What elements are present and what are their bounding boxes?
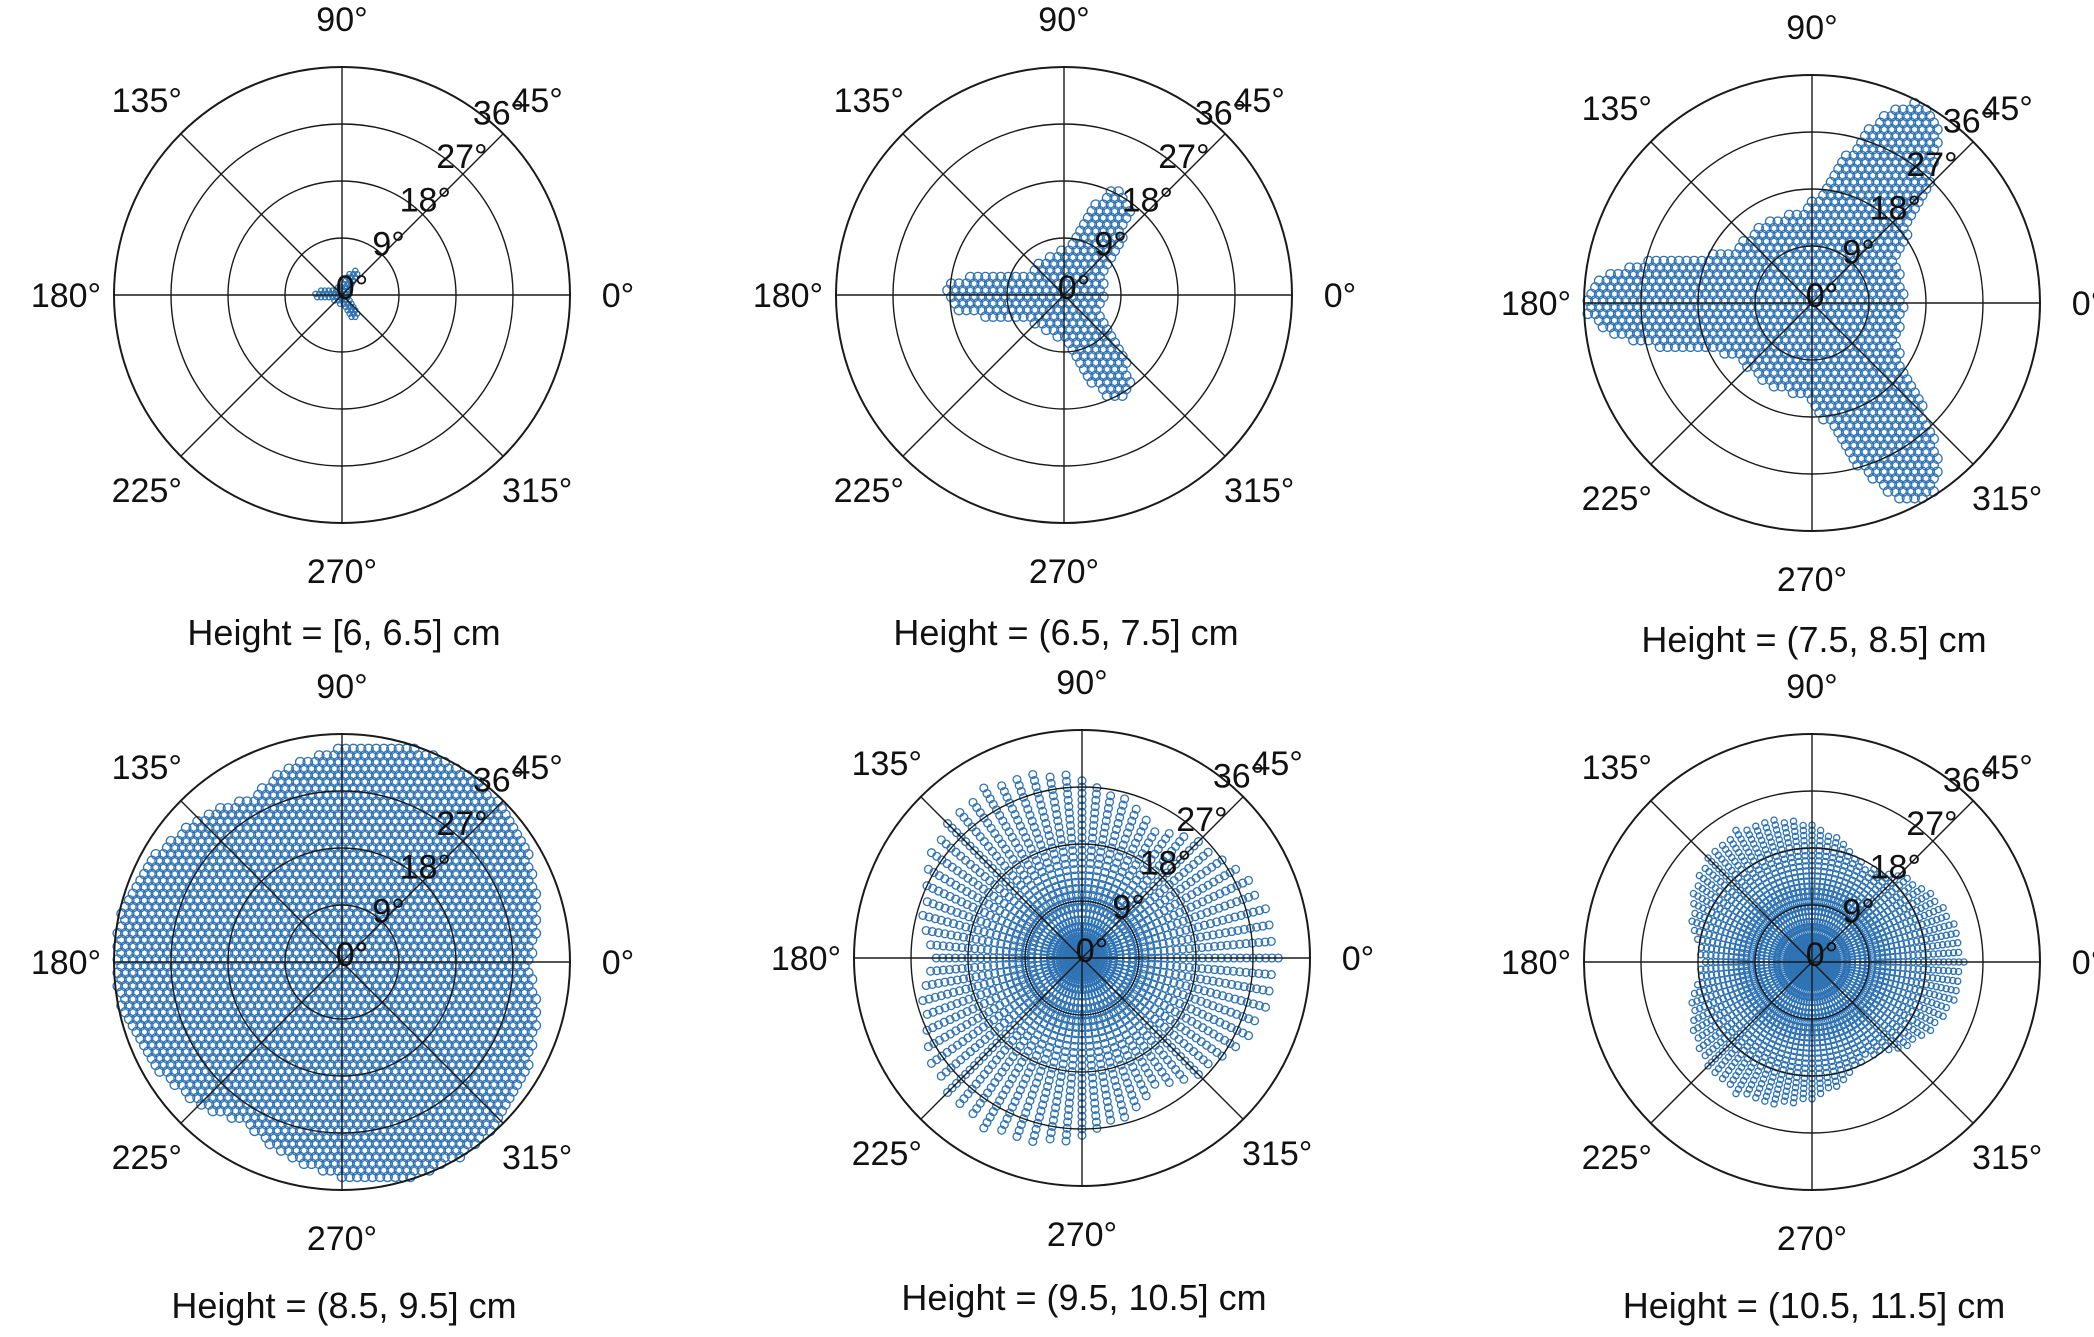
theta-tick-label: 90°: [1038, 1, 1089, 39]
r-tick-label: 0°: [1806, 277, 1839, 315]
theta-tick-label: 180°: [753, 277, 823, 315]
polar-panel-5: 0°45°90°135°180°225°270°315°0°9°18°27°36…: [771, 664, 1374, 1318]
theta-tick-label: 180°: [1501, 285, 1571, 323]
polar-panel-2: 0°45°90°135°180°225°270°315°0°9°18°27°36…: [753, 1, 1356, 653]
r-tick-label: 9°: [372, 892, 405, 930]
theta-tick-label: 135°: [1582, 90, 1652, 128]
theta-tick-label: 90°: [1786, 9, 1837, 47]
theta-tick-label: 135°: [834, 82, 904, 120]
r-tick-label: 0°: [336, 936, 369, 974]
r-tick-label: 9°: [1094, 225, 1127, 263]
theta-tick-label: 180°: [31, 944, 101, 982]
theta-tick-label: 0°: [602, 944, 635, 982]
theta-tick-label: 225°: [1582, 480, 1652, 518]
theta-tick-label: 270°: [1029, 553, 1099, 591]
r-tick-label: 27°: [436, 138, 487, 176]
theta-tick-label: 315°: [502, 472, 572, 510]
theta-tick-label: 270°: [307, 1220, 377, 1258]
polar-panel-4: 0°45°90°135°180°225°270°315°0°9°18°27°36…: [31, 668, 634, 1326]
panel-title: Height = [6, 6.5] cm: [187, 612, 500, 653]
r-tick-label: 18°: [400, 182, 451, 220]
theta-tick-label: 270°: [1777, 561, 1847, 599]
r-tick-label: 9°: [372, 225, 405, 263]
r-tick-label: 36°: [473, 761, 524, 799]
r-tick-label: 0°: [336, 269, 369, 307]
r-tick-label: 18°: [1122, 182, 1173, 220]
r-tick-label: 36°: [1195, 94, 1246, 132]
theta-tick-label: 270°: [307, 553, 377, 591]
theta-tick-label: 0°: [1324, 277, 1357, 315]
theta-tick-label: 0°: [602, 277, 635, 315]
r-tick-label: 18°: [1870, 190, 1921, 228]
r-tick-label: 27°: [1906, 146, 1957, 184]
theta-tick-label: 315°: [1224, 472, 1294, 510]
theta-tick-label: 315°: [1972, 480, 2042, 518]
panel-title: Height = (8.5, 9.5] cm: [171, 1285, 516, 1326]
r-tick-label: 36°: [473, 94, 524, 132]
polar-panel-1: 0°45°90°135°180°225°270°315°0°9°18°27°36…: [31, 1, 634, 653]
r-tick-label: 18°: [400, 849, 451, 887]
theta-tick-label: 315°: [502, 1139, 572, 1177]
r-tick-label: 36°: [1943, 102, 1994, 140]
theta-tick-label: 0°: [2072, 285, 2094, 323]
r-tick-label: 9°: [1842, 233, 1875, 271]
theta-tick-label: 225°: [112, 1139, 182, 1177]
r-tick-label: 0°: [1058, 269, 1091, 307]
theta-tick-label: 135°: [112, 749, 182, 787]
theta-tick-label: 225°: [112, 472, 182, 510]
panel-title: Height = (6.5, 7.5] cm: [893, 612, 1238, 653]
theta-tick-label: 90°: [316, 668, 367, 706]
theta-tick-label: 135°: [112, 82, 182, 120]
polar-panel-3: 0°45°90°135°180°225°270°315°0°9°18°27°36…: [1501, 9, 2094, 660]
r-tick-label: 27°: [1158, 138, 1209, 176]
theta-tick-label: 180°: [31, 277, 101, 315]
r-tick-label: 27°: [436, 805, 487, 843]
theta-tick-label: 225°: [834, 472, 904, 510]
theta-tick-label: 90°: [316, 1, 367, 39]
panel-title: Height = (7.5, 8.5] cm: [1641, 619, 1986, 660]
